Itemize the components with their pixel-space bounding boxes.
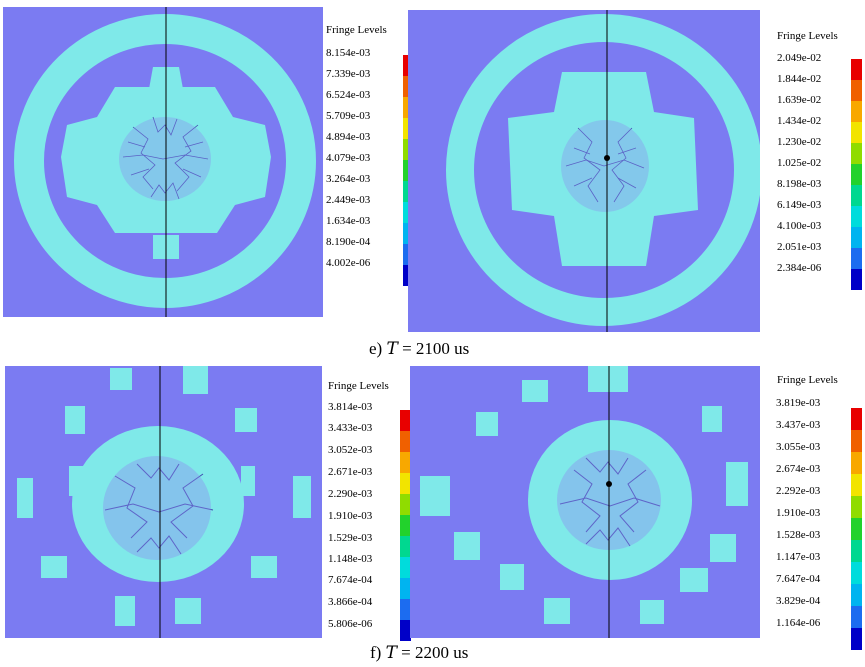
fringe-plot-e-right-svg (408, 10, 760, 332)
fringe-plot-e-right (408, 10, 760, 332)
fringe-level: 2.449e-03 (326, 194, 371, 206)
fringe-level: 7.647e-04 (776, 573, 821, 585)
legend-title: Fringe Levels (326, 24, 387, 36)
fringe-level: 3.829e-04 (776, 595, 821, 607)
fringe-level: 8.154e-03 (326, 47, 371, 59)
fringe-level: 3.866e-04 (328, 596, 373, 608)
fringe-level: 1.164e-06 (776, 617, 821, 629)
fringe-level: 2.292e-03 (776, 485, 821, 497)
fringe-level: 1.634e-03 (326, 215, 371, 227)
fringe-level: 1.148e-03 (328, 553, 373, 565)
caption-variable: T (385, 643, 397, 663)
fringe-level: 1.025e-02 (777, 157, 822, 169)
fringe-level: 5.806e-06 (328, 618, 373, 630)
fringe-level: 2.674e-03 (776, 463, 821, 475)
fringe-level: 1.230e-02 (777, 136, 822, 148)
fringe-level: 2.290e-03 (328, 488, 373, 500)
legend-title: Fringe Levels (328, 380, 389, 392)
fringe-level: 1.639e-02 (777, 94, 822, 106)
fringe-plot-f-left (5, 366, 322, 638)
fringe-plot-f-right-svg (410, 366, 760, 638)
fringe-level: 3.437e-03 (776, 419, 821, 431)
caption-e: e) T = 2100 us (369, 339, 469, 359)
fringe-level: 8.190e-04 (326, 236, 371, 248)
legend-title: Fringe Levels (777, 30, 838, 42)
fringe-level: 3.055e-03 (776, 441, 821, 453)
fringe-level: 3.814e-03 (328, 401, 373, 413)
fringe-level: 2.384e-06 (777, 262, 822, 274)
fringe-plot-e-left-svg (3, 7, 323, 317)
fringe-level: 7.339e-03 (326, 68, 371, 80)
color-scale-bar (851, 59, 862, 290)
fringe-level: 2.049e-02 (777, 52, 822, 64)
fringe-plot-f-left-svg (5, 366, 322, 638)
fringe-level: 8.198e-03 (777, 178, 822, 190)
fringe-level: 2.051e-03 (777, 241, 822, 253)
fringe-level: 1.910e-03 (328, 510, 373, 522)
fringe-level: 4.002e-06 (326, 257, 371, 269)
fringe-level: 1.434e-02 (777, 115, 822, 127)
fringe-level: 1.528e-03 (776, 529, 821, 541)
fringe-level: 3.819e-03 (776, 397, 821, 409)
fringe-plot-f-right (410, 366, 760, 638)
fringe-level: 1.844e-02 (777, 73, 822, 85)
fringe-level: 1.147e-03 (776, 551, 821, 563)
fringe-level: 4.079e-03 (326, 152, 371, 164)
fringe-level: 3.052e-03 (328, 444, 373, 456)
fringe-level: 3.264e-03 (326, 173, 371, 185)
fringe-level: 1.529e-03 (328, 532, 373, 544)
fringe-level: 4.894e-03 (326, 131, 371, 143)
fringe-level: 1.910e-03 (776, 507, 821, 519)
caption-prefix: e) (369, 339, 387, 358)
fringe-level: 6.524e-03 (326, 89, 371, 101)
caption-value: = 2200 us (396, 643, 469, 662)
caption-value: = 2100 us (397, 339, 470, 358)
caption-f: f) T = 2200 us (370, 643, 468, 663)
color-scale-bar (851, 408, 862, 650)
color-scale-bar (400, 410, 411, 641)
fringe-level: 3.433e-03 (328, 422, 373, 434)
fringe-level: 2.671e-03 (328, 466, 373, 478)
fringe-plot-e-left (3, 7, 323, 317)
fringe-level: 4.100e-03 (777, 220, 822, 232)
fringe-level: 6.149e-03 (777, 199, 822, 211)
caption-prefix: f) (370, 643, 386, 662)
caption-variable: T (386, 339, 398, 359)
fringe-level: 7.674e-04 (328, 574, 373, 586)
fringe-level: 5.709e-03 (326, 110, 371, 122)
legend-title: Fringe Levels (777, 374, 838, 386)
